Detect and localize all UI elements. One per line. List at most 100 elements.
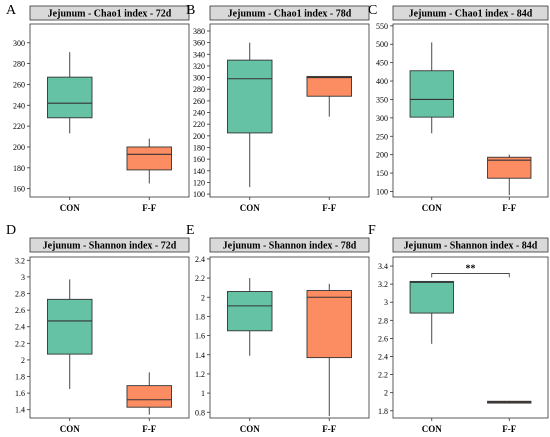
y-tick-label: 150 xyxy=(376,169,388,178)
y-tick-label: 380 xyxy=(193,27,205,36)
x-tick-label: CON xyxy=(240,424,261,434)
x-tick-label: F-F xyxy=(142,424,156,434)
y-tick-label: 3 xyxy=(384,298,388,307)
y-tick-label: 2 xyxy=(384,389,388,398)
title-strip xyxy=(209,5,370,21)
y-tick-label: 2.4 xyxy=(15,323,25,332)
x-tick-label: CON xyxy=(422,203,443,213)
panel-letter: C xyxy=(368,3,377,18)
box-con xyxy=(227,42,273,188)
chart-panel-f: F Jejunum - Shannon index - 84d 1.8 2 2.2 2.4… xyxy=(368,223,549,434)
chart-panel-c: C Jejunum - Chao1 index - 84d 100 150 200 250… xyxy=(368,3,549,213)
x-tick-label: CON xyxy=(240,203,261,213)
x-tick-label: F-F xyxy=(322,203,336,213)
box-body xyxy=(409,70,454,118)
box-body xyxy=(306,75,352,97)
y-tick-label: 3.2 xyxy=(378,280,388,289)
y-tick-label: 120 xyxy=(193,178,205,187)
title-strip xyxy=(29,237,190,253)
box-con xyxy=(409,280,454,344)
significance-bracket xyxy=(431,273,510,278)
y-tick-label: 300 xyxy=(193,74,205,83)
y-tick-label: 240 xyxy=(13,101,25,110)
y-tick-label: 280 xyxy=(193,85,205,94)
y-tick-label: 2.8 xyxy=(15,290,25,299)
y-tick-label: 2.4 xyxy=(195,255,205,264)
y-tick-label: 2.2 xyxy=(378,371,388,380)
y-tick-label: 260 xyxy=(13,80,25,89)
y-tick-label: 200 xyxy=(193,132,205,141)
y-tick-label: 1.2 xyxy=(195,370,205,379)
panel-letter: E xyxy=(186,223,195,238)
y-tick-label: 2.2 xyxy=(15,339,25,348)
y-tick-label: 1.6 xyxy=(195,332,205,341)
x-tick-label: CON xyxy=(422,424,443,434)
chart-panel-e: E Jejunum - Shannon index - 78d 0.8 1 1.2 1.4… xyxy=(186,223,370,434)
box-f-f xyxy=(306,75,352,117)
title-strip xyxy=(392,5,549,21)
chart-title: Jejunum - Shannon index - 84d xyxy=(404,241,538,252)
plot-frame xyxy=(209,23,370,198)
box-body xyxy=(306,290,352,359)
y-tick-label: 3.2 xyxy=(15,256,25,265)
y-tick-label: 1.8 xyxy=(15,373,25,382)
y-tick-label: 320 xyxy=(193,62,205,71)
y-tick-label: 200 xyxy=(13,143,25,152)
y-tick-label: 2.2 xyxy=(195,274,205,283)
y-tick-label: 250 xyxy=(376,132,388,141)
y-tick-label: 450 xyxy=(376,59,388,68)
x-tick-label: CON xyxy=(60,203,81,213)
box-body xyxy=(126,385,172,408)
y-tick-label: 2 xyxy=(21,356,25,365)
y-tick-label: 2.6 xyxy=(378,334,388,343)
y-tick-label: 1.4 xyxy=(195,351,205,360)
y-tick-label: 280 xyxy=(13,60,25,69)
y-tick-label: 1.8 xyxy=(195,312,205,321)
y-tick-label: 220 xyxy=(193,120,205,129)
panel-letter: B xyxy=(186,3,195,18)
y-tick-label: 180 xyxy=(193,143,205,152)
y-tick-label: 2.8 xyxy=(378,316,388,325)
y-tick-label: 300 xyxy=(376,114,388,123)
box-body xyxy=(227,291,273,332)
y-tick-label: 0.8 xyxy=(195,408,205,417)
y-tick-label: 550 xyxy=(376,22,388,31)
x-tick-label: F-F xyxy=(502,203,516,213)
chart-panel-a: A Jejunum - Chao1 index - 72d 160 180 200 220… xyxy=(6,3,190,213)
y-tick-label: 1.8 xyxy=(378,407,388,416)
y-tick-label: 340 xyxy=(193,50,205,59)
box-con xyxy=(47,52,93,134)
y-tick-label: 180 xyxy=(13,164,25,173)
box-f-f xyxy=(126,372,172,415)
title-strip xyxy=(209,237,370,253)
box-body xyxy=(47,76,93,119)
y-tick-label: 140 xyxy=(193,167,205,176)
box-con xyxy=(409,42,454,134)
y-tick-label: 2 xyxy=(201,293,205,302)
chart-title: Jejunum - Chao1 index - 84d xyxy=(409,9,533,20)
chart-title: Jejunum - Shannon index - 72d xyxy=(43,241,177,252)
box-body xyxy=(409,280,454,314)
y-tick-label: 160 xyxy=(193,155,205,164)
panel-letter: F xyxy=(368,223,376,238)
x-tick-label: F-F xyxy=(502,424,516,434)
y-tick-label: 220 xyxy=(13,122,25,131)
panel-letter: D xyxy=(6,223,16,238)
y-tick-label: 200 xyxy=(376,151,388,160)
x-tick-label: F-F xyxy=(142,203,156,213)
y-tick-label: 260 xyxy=(193,97,205,106)
y-tick-label: 240 xyxy=(193,109,205,118)
x-tick-label: CON xyxy=(60,424,81,434)
chart-panel-d: D Jejunum - Shannon index - 72d 1.4 1.6 1.8 2… xyxy=(6,223,190,434)
y-tick-label: 100 xyxy=(193,190,205,199)
y-tick-label: 1 xyxy=(201,389,205,398)
y-tick-label: 360 xyxy=(193,39,205,48)
y-tick-label: 160 xyxy=(13,185,25,194)
y-tick-label: 2.6 xyxy=(15,306,25,315)
box-con xyxy=(47,279,93,389)
box-f-f xyxy=(306,283,352,417)
y-tick-label: 100 xyxy=(376,187,388,196)
y-tick-label: 1.6 xyxy=(15,389,25,398)
y-tick-label: 2.4 xyxy=(378,352,388,361)
